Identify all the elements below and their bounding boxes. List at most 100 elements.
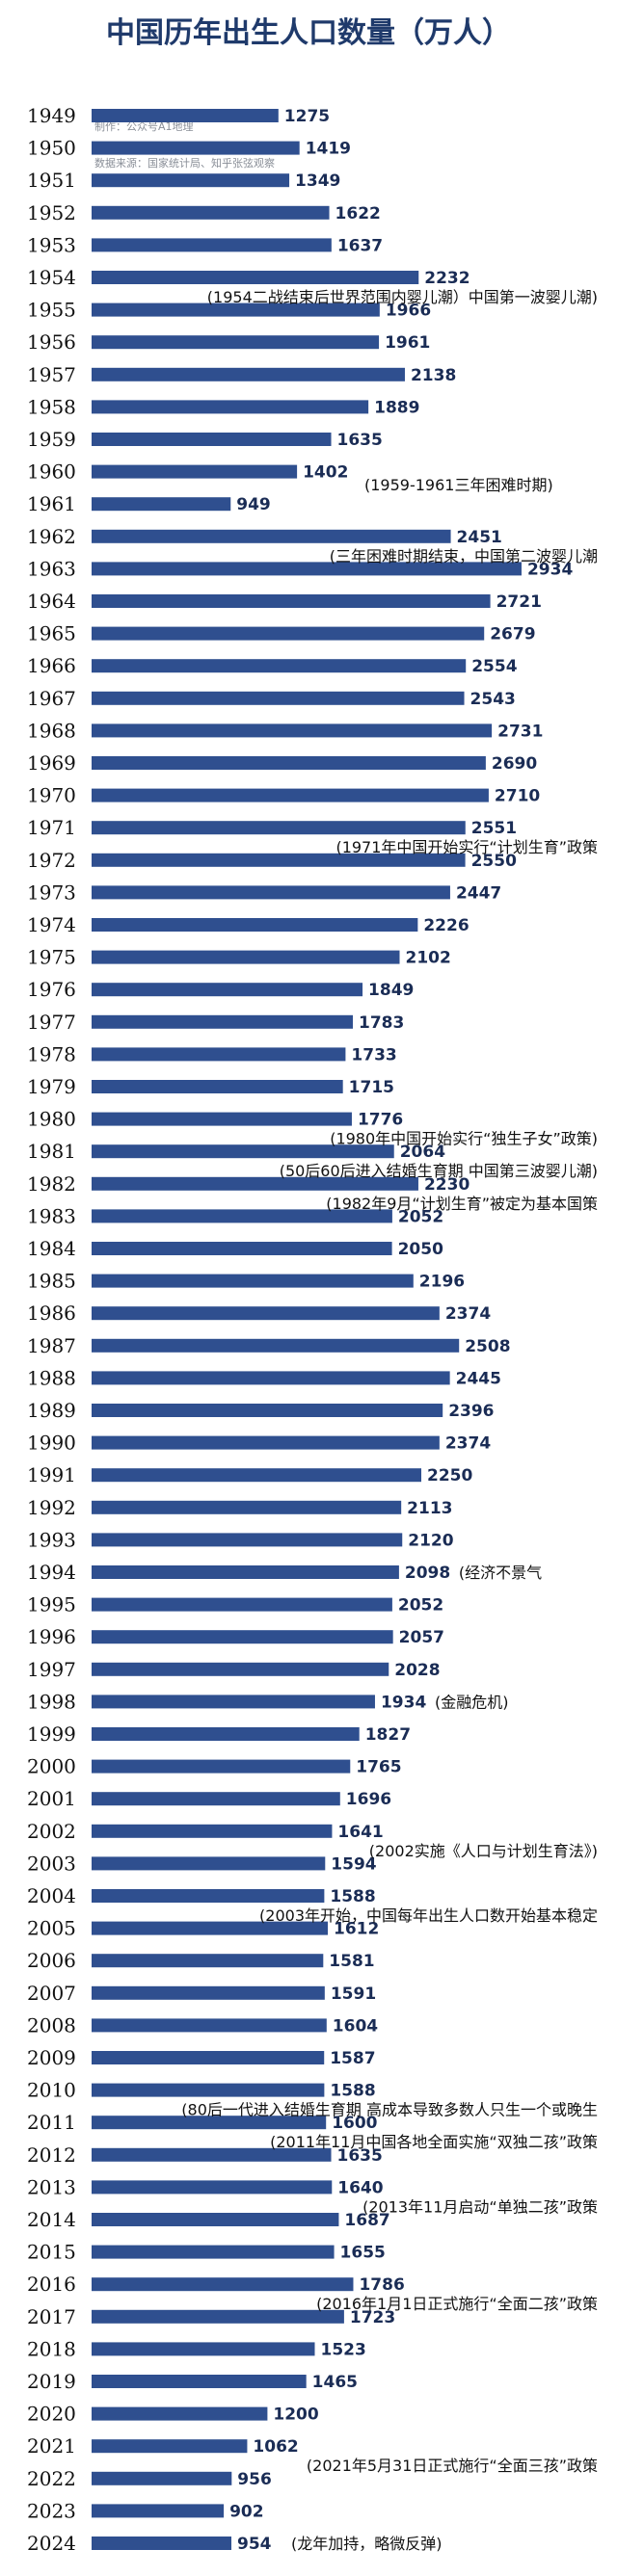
value-label-1963: 2934 — [527, 560, 573, 579]
year-label-2008: 2008 — [27, 2013, 76, 2037]
bar-row-1956: 1956 1961 — [27, 330, 430, 354]
year-label-2000: 2000 — [27, 1755, 76, 1778]
bar-row-1980: 1980 1776 — [27, 1108, 403, 1131]
bar-2005 — [92, 1921, 329, 1935]
credit-maker: 制作：公众号A1地理 — [94, 120, 194, 133]
bar-row-2004: 2004 1588 — [27, 1884, 376, 1907]
year-label-1966: 1966 — [27, 654, 76, 677]
value-label-1999: 1827 — [365, 1725, 411, 1745]
year-label-1975: 1975 — [27, 946, 76, 969]
bar-row-1995: 1995 2052 — [27, 1593, 443, 1617]
year-label-1976: 1976 — [27, 978, 76, 1001]
bar-1988 — [92, 1371, 450, 1385]
year-label-1952: 1952 — [27, 201, 76, 224]
annotation-2004: (2003年开始，中国每年出生人口数开始基本稳定 — [259, 1906, 598, 1925]
value-label-2023: 902 — [229, 2502, 264, 2521]
bar-row-1974: 1974 2226 — [27, 913, 469, 936]
year-label-2001: 2001 — [27, 1787, 76, 1810]
bar-1974 — [92, 918, 418, 932]
year-label-1964: 1964 — [27, 590, 76, 613]
credit-source: 数据来源：国家统计局、知乎张弦观察 — [94, 156, 275, 170]
value-label-2008: 1604 — [333, 2016, 378, 2036]
annotation-2021: (2021年5月31日正式施行“全面三孩”政策 — [307, 2457, 598, 2475]
bar-1996 — [92, 1630, 393, 1644]
bar-row-1957: 1957 2138 — [27, 363, 456, 386]
year-label-2019: 2019 — [27, 2370, 76, 2393]
year-label-1980: 1980 — [27, 1108, 76, 1131]
year-label-1957: 1957 — [27, 363, 76, 386]
bar-1958 — [92, 400, 369, 414]
annotation-1981: (50后60后进入结婚生育期 中国第三波婴儿潮) — [280, 1162, 598, 1180]
year-label-2015: 2015 — [27, 2241, 76, 2264]
bar-row-2012: 2012 1635 — [27, 2143, 383, 2167]
value-label-1956: 1961 — [385, 333, 430, 353]
value-label-2020: 1200 — [273, 2405, 318, 2425]
bar-1966 — [92, 659, 467, 673]
year-label-1958: 1958 — [27, 395, 76, 418]
bar-row-2020: 2020 1200 — [27, 2403, 319, 2426]
bar-1981 — [92, 1144, 394, 1159]
bar-2010 — [92, 2083, 325, 2097]
bar-row-1981: 1981 2064 — [27, 1140, 445, 1163]
value-label-1995: 2052 — [398, 1596, 443, 1616]
bar-row-1955: 1955 1966 — [27, 299, 431, 322]
value-label-1998: 1934 — [381, 1693, 426, 1712]
bar-2008 — [92, 2018, 327, 2033]
bar-row-1985: 1985 2196 — [27, 1270, 465, 1293]
value-label-1989: 2396 — [448, 1402, 494, 1421]
value-label-1954: 2232 — [424, 269, 469, 288]
bar-1990 — [92, 1435, 440, 1450]
bar-row-1952: 1952 1622 — [27, 201, 381, 224]
bar-row-1963: 1963 2934 — [27, 557, 573, 580]
bar-row-2024: 2024 954 — [27, 2532, 272, 2555]
bar-2019 — [92, 2375, 307, 2388]
bar-row-1991: 1991 2250 — [27, 1463, 472, 1486]
value-label-2000: 1765 — [356, 1758, 401, 1777]
annotation-2002: (2002实施《人口与计划生育法》) — [369, 1842, 598, 1860]
bar-row-1987: 1987 2508 — [27, 1334, 511, 1357]
value-label-2011: 1600 — [332, 2114, 377, 2133]
value-label-1976: 1849 — [368, 981, 414, 1000]
bar-2011 — [92, 2116, 327, 2130]
bar-1986 — [92, 1306, 440, 1321]
value-label-2019: 1465 — [312, 2373, 358, 2392]
value-label-1955: 1966 — [386, 302, 431, 321]
year-label-1962: 1962 — [27, 525, 76, 548]
bar-row-2007: 2007 1591 — [27, 1982, 376, 2005]
year-label-2007: 2007 — [27, 1982, 76, 2005]
bar-1970 — [92, 788, 489, 802]
bar-row-1992: 1992 2113 — [27, 1496, 453, 1519]
bar-2006 — [92, 1954, 324, 1968]
value-label-1988: 2445 — [456, 1369, 501, 1388]
value-label-2018: 1523 — [320, 2340, 365, 2359]
bar-2009 — [92, 2051, 325, 2064]
bar-row-1971: 1971 2551 — [27, 816, 517, 839]
year-label-1984: 1984 — [27, 1237, 76, 1260]
bar-1950 — [92, 141, 300, 155]
bar-1992 — [92, 1500, 402, 1514]
value-label-1953: 1637 — [337, 236, 383, 255]
year-label-1973: 1973 — [27, 881, 76, 904]
bar-row-2021: 2021 1062 — [27, 2434, 299, 2458]
bar-row-1969: 1969 2690 — [27, 751, 537, 775]
bar-row-1999: 1999 1827 — [27, 1722, 411, 1746]
annotation-2024: (龙年加持，略微反弹) — [291, 2535, 443, 2553]
bar-row-1967: 1967 2543 — [27, 687, 516, 710]
value-label-2015: 1655 — [340, 2244, 386, 2263]
value-label-1997: 2028 — [394, 1661, 440, 1680]
year-label-2017: 2017 — [27, 2305, 76, 2328]
bar-1979 — [92, 1080, 343, 1093]
bar-row-2019: 2019 1465 — [27, 2370, 358, 2393]
value-label-1974: 2226 — [423, 916, 469, 935]
year-label-2005: 2005 — [27, 1917, 76, 1940]
bar-2000 — [92, 1759, 351, 1774]
bar-1964 — [92, 594, 491, 608]
bars-layer: 1949 1275 1950 1419 1951 1349 1952 1622 1953 1637… — [27, 104, 573, 2555]
value-label-1969: 2690 — [492, 754, 537, 774]
bar-row-2022: 2022 956 — [27, 2467, 272, 2490]
value-label-1965: 2679 — [490, 625, 535, 644]
value-label-2001: 1696 — [346, 1790, 391, 1809]
bar-1951 — [92, 173, 290, 188]
bar-row-1949: 1949 1275 — [27, 104, 330, 127]
year-label-2010: 2010 — [27, 2079, 76, 2102]
